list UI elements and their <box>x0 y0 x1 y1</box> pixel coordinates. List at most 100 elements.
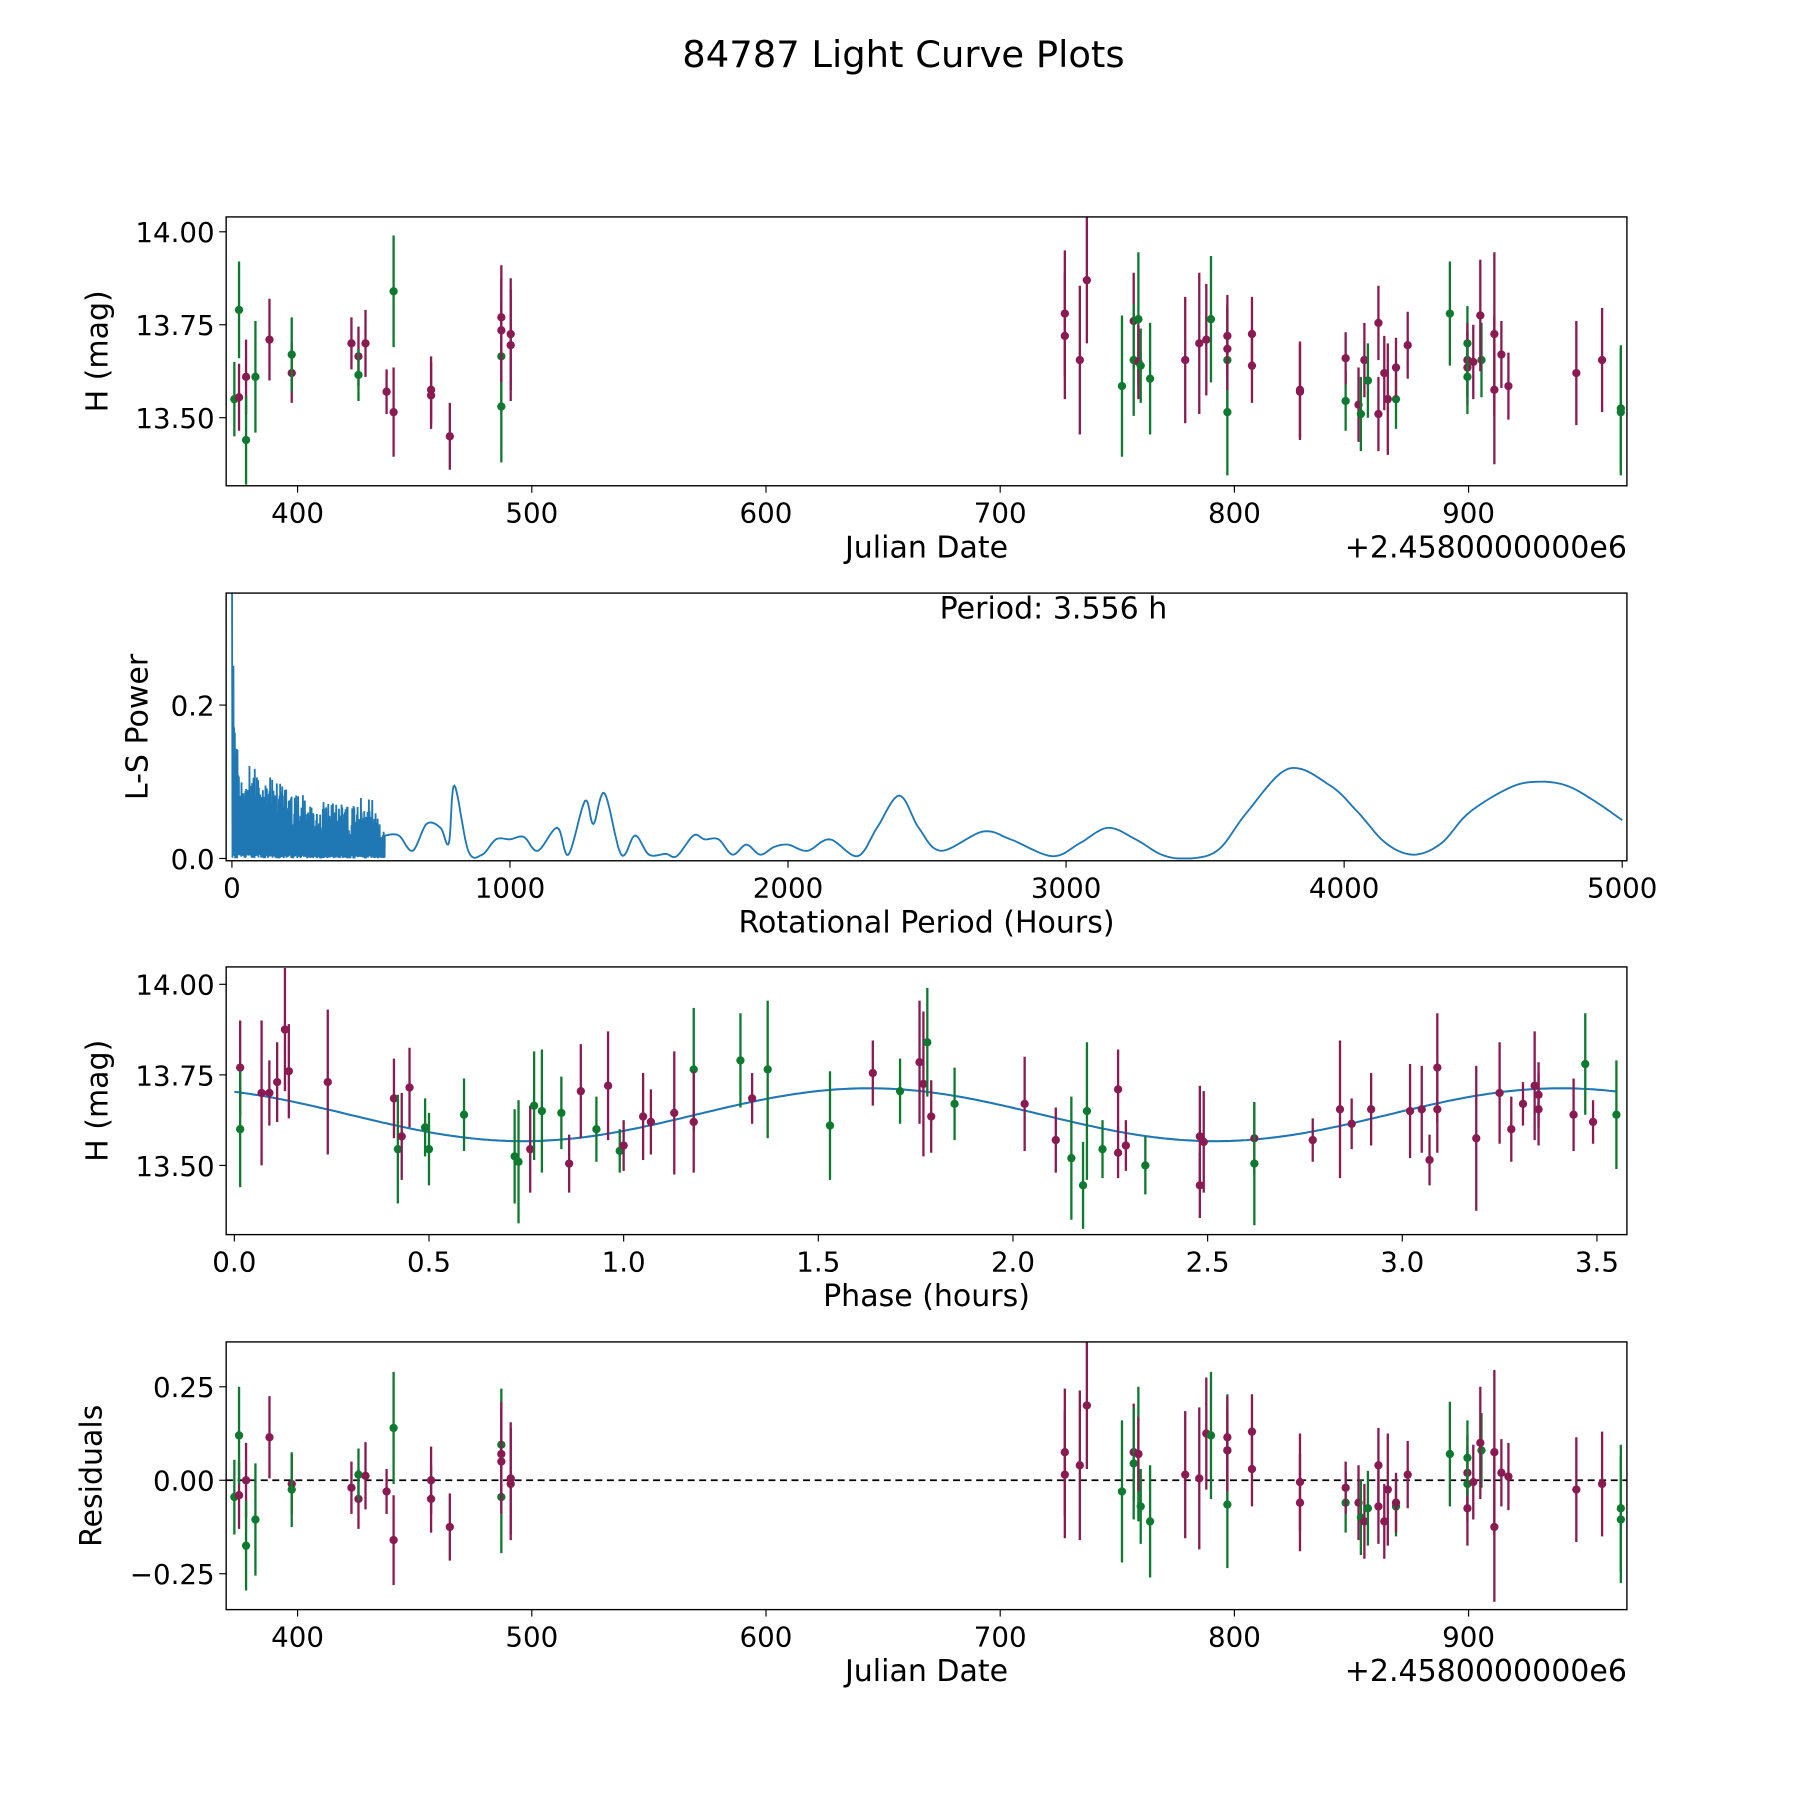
y-tick-label: 14.00 <box>135 969 214 1002</box>
purple-data-point <box>241 372 251 381</box>
purple-data-point <box>1366 1105 1376 1114</box>
purple-data-point <box>1223 344 1232 354</box>
green-residual-point <box>1616 1515 1625 1524</box>
purple-data-point <box>280 1025 290 1034</box>
purple-residual-point <box>1383 1485 1392 1494</box>
purple-residual-point <box>1060 1470 1069 1479</box>
period-annotation: Period: 3.556 h <box>940 591 1168 626</box>
x-tick-label: 3.0 <box>1380 1246 1424 1279</box>
green-residual-point <box>287 1485 296 1494</box>
x-tick-label: 400 <box>271 497 324 530</box>
green-data-point <box>459 1110 469 1119</box>
purple-data-point <box>497 326 506 335</box>
purple-data-point <box>382 387 391 396</box>
purple-data-point <box>1113 1085 1123 1094</box>
green-data-point <box>1363 376 1373 385</box>
light-curve-panel: 400 500 600 700 800 900 13.50 13.75 14.00 Julian … <box>80 216 1628 565</box>
green-data-point <box>1477 355 1486 365</box>
purple-residual-point <box>1360 1517 1369 1526</box>
purple-residual-point <box>1134 1449 1143 1459</box>
plot-area <box>231 593 1623 860</box>
green-data-point <box>1145 374 1155 383</box>
periodogram-curve <box>231 593 1623 860</box>
green-data-point <box>689 1065 698 1074</box>
axes-frame <box>225 592 1628 862</box>
purple-data-point <box>868 1068 877 1078</box>
x-tick-label: 2000 <box>753 872 823 905</box>
purple-data-point <box>1490 385 1499 394</box>
green-data-point <box>1612 1110 1621 1119</box>
purple-residual-point <box>426 1494 436 1504</box>
green-residual-point <box>1117 1487 1127 1496</box>
purple-data-point <box>265 335 274 344</box>
purple-data-point <box>1472 1134 1481 1143</box>
green-data-point <box>537 1106 547 1116</box>
purple-data-point <box>426 391 436 400</box>
purple-data-point <box>1341 354 1350 363</box>
purple-residual-point <box>1181 1470 1190 1479</box>
purple-data-point <box>1247 361 1257 370</box>
purple-data-point <box>445 432 454 441</box>
purple-residual-point <box>1247 1464 1257 1474</box>
phase-folded-panel: 0.0 0.5 1.0 1.5 2.0 2.5 3.0 3.5 13.50 13.75 14.00 P… <box>80 966 1628 1314</box>
purple-data-point <box>1335 1105 1345 1114</box>
x-offset-label: +2.4580000000e6 <box>1345 1654 1627 1689</box>
x-tick-label: 1000 <box>475 872 545 905</box>
y-axis-label: L-S Power <box>121 653 156 800</box>
purple-data-point <box>1060 331 1069 341</box>
purple-data-point <box>1347 1119 1356 1128</box>
purple-residual-point <box>241 1476 251 1485</box>
purple-data-point <box>1534 1090 1543 1099</box>
green-residual-point <box>1463 1453 1472 1462</box>
green-data-point <box>389 287 398 296</box>
purple-data-point <box>1572 368 1581 378</box>
purple-residual-point <box>1463 1504 1472 1513</box>
x-axis-label: Rotational Period (Hours) <box>738 905 1114 940</box>
y-tick-label: 0.0 <box>171 843 215 876</box>
purple-residual-point <box>1572 1485 1581 1494</box>
green-data-point <box>354 370 363 380</box>
purple-residual-point <box>1374 1502 1383 1511</box>
purple-data-point <box>1403 341 1412 350</box>
x-tick-label: 600 <box>740 1621 793 1654</box>
purple-data-point <box>506 341 515 350</box>
x-tick-label: 700 <box>974 497 1027 530</box>
plot-area <box>230 216 1625 485</box>
green-data-point <box>1098 1144 1107 1154</box>
green-data-point <box>895 1087 905 1096</box>
plot-area <box>226 1341 1627 1602</box>
purple-residual-point <box>389 1535 398 1545</box>
green-data-point <box>236 1125 245 1134</box>
green-residual-point <box>241 1541 251 1550</box>
green-data-point <box>923 1038 932 1047</box>
purple-data-point <box>1569 1110 1578 1119</box>
y-tick-label: 13.50 <box>135 1150 214 1183</box>
x-tick-label: 900 <box>1442 497 1495 530</box>
green-residual-point <box>354 1470 363 1479</box>
x-tick-label: 900 <box>1442 1621 1495 1654</box>
green-residual-point <box>251 1515 260 1524</box>
purple-data-point <box>1199 1137 1208 1147</box>
green-data-point <box>1067 1154 1076 1163</box>
purple-residual-point <box>1195 1474 1204 1483</box>
green-data-point <box>1250 1159 1259 1168</box>
purple-data-point <box>234 393 244 402</box>
purple-residual-point <box>1490 1522 1499 1532</box>
purple-residual-point <box>506 1479 515 1489</box>
purple-residual-point <box>234 1491 244 1500</box>
purple-data-point <box>1495 1088 1504 1098</box>
purple-data-point <box>1391 363 1401 372</box>
purple-residual-point <box>497 1457 506 1466</box>
purple-data-point <box>284 1067 293 1076</box>
axes-frame <box>225 216 1628 487</box>
x-tick-label: 700 <box>974 1621 1027 1654</box>
purple-data-point <box>1497 350 1506 359</box>
green-residual-point <box>1445 1449 1455 1459</box>
green-data-point <box>251 372 260 381</box>
green-data-point <box>1356 409 1366 419</box>
y-tick-label: 13.75 <box>135 309 214 342</box>
green-data-point <box>234 305 244 315</box>
green-data-point <box>1136 361 1145 370</box>
green-data-point <box>1581 1059 1590 1069</box>
x-tick-label: 3000 <box>1031 872 1101 905</box>
